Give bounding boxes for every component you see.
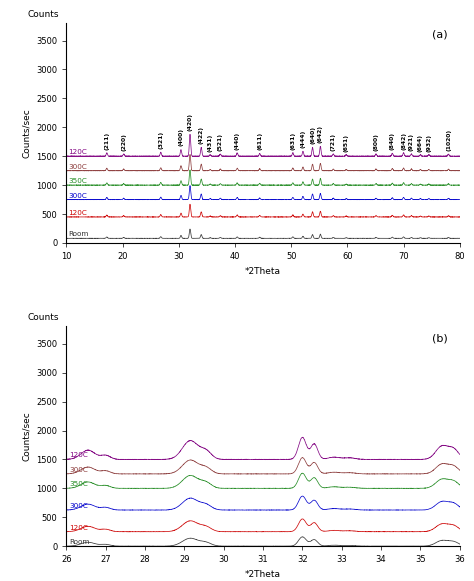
Text: (651): (651) (344, 134, 349, 152)
Text: 350C: 350C (69, 178, 88, 184)
Text: Room: Room (69, 231, 89, 237)
Text: (420): (420) (188, 113, 192, 131)
Text: (b): (b) (432, 333, 448, 343)
Text: 120C: 120C (70, 525, 88, 530)
Text: (220): (220) (121, 133, 126, 151)
Y-axis label: Counts/sec: Counts/sec (22, 411, 31, 461)
Text: (721): (721) (331, 133, 336, 151)
Text: 350C: 350C (70, 481, 88, 487)
Text: (921): (921) (409, 133, 414, 151)
Text: (431): (431) (208, 133, 213, 152)
Text: (611): (611) (257, 132, 262, 150)
Text: (640): (640) (310, 126, 315, 144)
Text: 300C: 300C (69, 192, 88, 199)
Text: 120C: 120C (69, 210, 88, 216)
Text: Room: Room (70, 539, 90, 545)
Text: (1020): (1020) (446, 129, 451, 151)
Text: (444): (444) (301, 130, 305, 148)
Text: Counts: Counts (27, 10, 58, 19)
Text: (321): (321) (158, 131, 163, 149)
Text: 120C: 120C (70, 453, 88, 458)
Text: (932): (932) (427, 134, 431, 152)
Y-axis label: Counts/sec: Counts/sec (22, 108, 31, 158)
Text: 300C: 300C (69, 164, 88, 170)
Text: (440): (440) (235, 132, 240, 150)
Text: (422): (422) (199, 126, 204, 144)
Text: 300C: 300C (70, 503, 88, 509)
X-axis label: *2Theta: *2Theta (245, 570, 281, 579)
Text: (521): (521) (218, 133, 223, 151)
Text: (631): (631) (291, 131, 295, 149)
Text: 120C: 120C (69, 149, 88, 155)
Text: (a): (a) (432, 30, 448, 40)
Text: (664): (664) (418, 134, 423, 152)
Text: Counts: Counts (27, 313, 58, 322)
Text: (842): (842) (401, 131, 406, 149)
Text: 300C: 300C (70, 467, 88, 473)
Text: (642): (642) (318, 125, 323, 143)
Text: (400): (400) (179, 128, 183, 146)
Text: (211): (211) (104, 132, 109, 150)
X-axis label: *2Theta: *2Theta (245, 267, 281, 275)
Text: (840): (840) (390, 132, 395, 150)
Text: (800): (800) (374, 133, 379, 151)
